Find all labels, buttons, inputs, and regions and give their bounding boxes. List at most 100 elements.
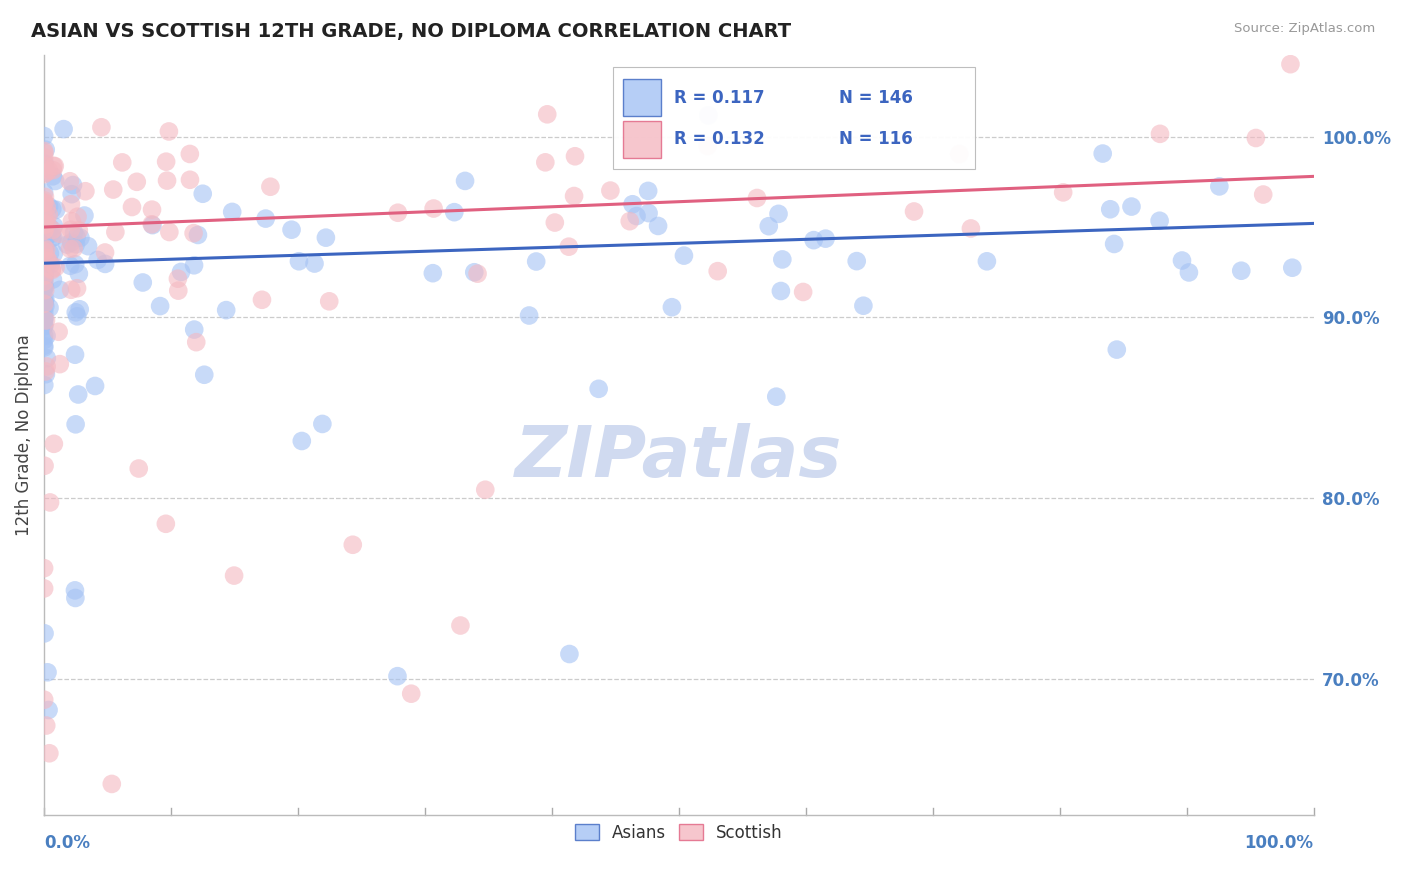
Point bbox=[59, 242, 82, 256]
Point bbox=[34, 242, 56, 256]
Point bbox=[37, 217, 59, 231]
Point bbox=[564, 149, 586, 163]
Point bbox=[422, 266, 444, 280]
Point bbox=[454, 174, 477, 188]
Point bbox=[84, 379, 107, 393]
Point bbox=[34, 280, 56, 294]
Point bbox=[67, 387, 90, 401]
Point bbox=[37, 227, 59, 242]
Point bbox=[792, 285, 814, 299]
Point bbox=[449, 618, 471, 632]
Point bbox=[66, 310, 89, 324]
Point bbox=[32, 151, 55, 165]
Point bbox=[1099, 202, 1122, 217]
Point bbox=[38, 199, 60, 213]
Point bbox=[63, 226, 86, 240]
Point bbox=[34, 146, 56, 161]
Point bbox=[37, 665, 59, 680]
Point bbox=[32, 277, 55, 292]
Point bbox=[422, 202, 444, 216]
Point bbox=[32, 281, 55, 295]
Point bbox=[34, 242, 56, 256]
Point bbox=[60, 187, 83, 202]
Point bbox=[706, 264, 728, 278]
Point bbox=[60, 283, 83, 297]
Legend: Asians, Scottish: Asians, Scottish bbox=[568, 817, 789, 848]
Point bbox=[621, 197, 644, 211]
Point bbox=[193, 368, 215, 382]
Point bbox=[35, 351, 58, 366]
Point bbox=[156, 173, 179, 187]
Point bbox=[32, 275, 55, 289]
Point bbox=[141, 202, 163, 217]
Point bbox=[399, 687, 422, 701]
Point bbox=[63, 257, 86, 271]
Point bbox=[32, 319, 55, 334]
Text: N = 146: N = 146 bbox=[839, 88, 912, 107]
Point bbox=[467, 267, 489, 281]
Point bbox=[34, 626, 56, 640]
Point bbox=[35, 368, 58, 382]
Point bbox=[42, 169, 65, 184]
Point bbox=[903, 204, 925, 219]
Point bbox=[34, 231, 56, 245]
Point bbox=[32, 328, 55, 343]
Point bbox=[32, 217, 55, 231]
Point bbox=[221, 205, 243, 219]
Point bbox=[111, 155, 134, 169]
Point bbox=[41, 227, 63, 241]
Point bbox=[38, 703, 60, 717]
Point bbox=[149, 299, 172, 313]
Point bbox=[1149, 213, 1171, 227]
Point bbox=[35, 313, 58, 327]
Point bbox=[155, 154, 177, 169]
Point bbox=[32, 167, 55, 181]
Point bbox=[39, 221, 62, 235]
Point bbox=[250, 293, 273, 307]
Point bbox=[32, 194, 55, 208]
Point bbox=[41, 263, 63, 277]
Point bbox=[34, 242, 56, 256]
Point bbox=[34, 202, 56, 217]
Point bbox=[34, 293, 56, 307]
Point bbox=[38, 246, 60, 260]
Point bbox=[32, 582, 55, 596]
Point bbox=[672, 249, 695, 263]
Point bbox=[765, 390, 787, 404]
Point bbox=[32, 144, 55, 158]
Point bbox=[562, 189, 585, 203]
Point bbox=[94, 257, 117, 271]
Point bbox=[35, 328, 58, 343]
Point bbox=[34, 264, 56, 278]
Point bbox=[41, 231, 63, 245]
Point bbox=[845, 254, 868, 268]
Point bbox=[35, 210, 58, 224]
Point bbox=[745, 191, 768, 205]
Point bbox=[32, 268, 55, 283]
Point bbox=[1178, 265, 1201, 279]
Point bbox=[41, 223, 63, 237]
Point bbox=[536, 107, 558, 121]
Point bbox=[34, 378, 56, 392]
Point bbox=[342, 538, 364, 552]
Text: ZIPatlas: ZIPatlas bbox=[515, 424, 842, 492]
Point bbox=[588, 382, 610, 396]
Point bbox=[288, 254, 311, 268]
Text: 0.0%: 0.0% bbox=[44, 834, 90, 852]
Point bbox=[62, 242, 84, 256]
Point bbox=[170, 265, 193, 279]
Point bbox=[35, 143, 58, 157]
Point bbox=[103, 183, 125, 197]
Text: R = 0.117: R = 0.117 bbox=[673, 88, 765, 107]
Point bbox=[311, 417, 333, 431]
Point bbox=[637, 206, 659, 220]
Point bbox=[128, 461, 150, 475]
Point bbox=[32, 211, 55, 225]
Point bbox=[34, 235, 56, 249]
Point bbox=[803, 233, 825, 247]
Point bbox=[34, 458, 56, 473]
Point bbox=[1121, 200, 1143, 214]
Point bbox=[387, 669, 409, 683]
Point bbox=[42, 159, 65, 173]
Point bbox=[32, 218, 55, 232]
